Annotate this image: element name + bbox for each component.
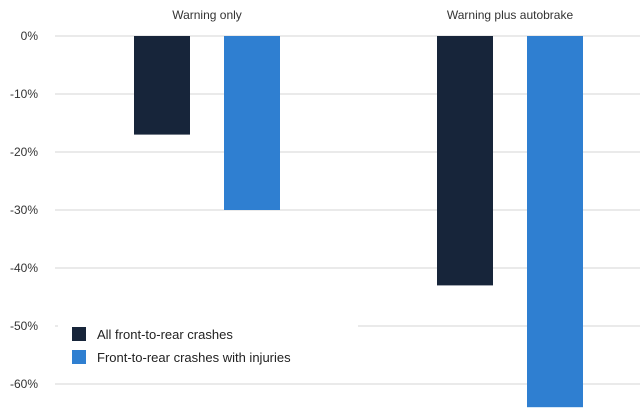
y-tick-label: 0% — [21, 29, 39, 43]
legend: All front-to-rear crashes Front-to-rear … — [58, 318, 358, 374]
y-tick-label: -40% — [10, 261, 38, 275]
category-labels: Warning only Warning plus autobrake — [172, 8, 573, 22]
y-tick-label: -30% — [10, 203, 38, 217]
bar — [437, 36, 493, 286]
category-label: Warning only — [172, 8, 242, 22]
legend-swatch-all-crashes — [72, 327, 86, 341]
y-tick-label: -50% — [10, 319, 38, 333]
legend-swatch-injury-crashes — [72, 350, 86, 364]
category-label: Warning plus autobrake — [447, 8, 574, 22]
legend-background — [58, 318, 358, 374]
legend-label-injury-crashes: Front-to-rear crashes with injuries — [97, 350, 291, 365]
legend-label-all-crashes: All front-to-rear crashes — [97, 327, 233, 342]
bar — [224, 36, 280, 210]
y-tick-label: -10% — [10, 87, 38, 101]
y-axis-ticks: 0% -10% -20% -30% -40% -50% -60% — [10, 29, 38, 391]
bar — [134, 36, 190, 135]
bar — [527, 36, 583, 408]
y-tick-label: -60% — [10, 377, 38, 391]
y-tick-label: -20% — [10, 145, 38, 159]
bars — [134, 36, 583, 408]
